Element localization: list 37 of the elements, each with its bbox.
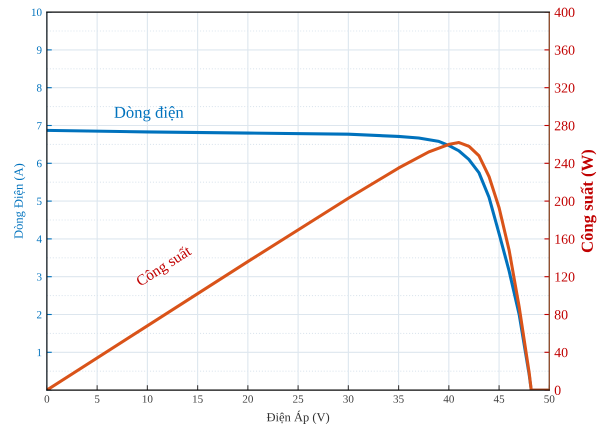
y2-tick-label: 200 xyxy=(554,196,574,206)
x-tick-label: 35 xyxy=(394,395,404,403)
x-tick-label: 50 xyxy=(544,395,554,403)
y-tick-label: 2 xyxy=(36,310,42,318)
y-tick-label: 8 xyxy=(36,84,42,92)
y-axis-title: Dòng Điện (A) xyxy=(14,164,26,239)
x-tick-label: 40 xyxy=(443,395,454,403)
y2-tick-label: 160 xyxy=(555,234,574,244)
x-tick-label: 45 xyxy=(494,395,504,403)
y2-tick-label: 0 xyxy=(554,386,561,396)
y-tick-label: 5 xyxy=(37,198,42,206)
y2-tick-label: 240 xyxy=(554,158,574,168)
x-tick-label: 20 xyxy=(242,395,253,403)
y-tick-label: 3 xyxy=(37,273,42,281)
x-tick-label: 25 xyxy=(293,395,304,403)
x-tick-label: 5 xyxy=(95,395,100,403)
series-label: Dòng điện xyxy=(114,106,184,122)
x-tick-label: 15 xyxy=(193,395,203,403)
y2-tick-label: 360 xyxy=(554,45,574,55)
y-tick-label: 1 xyxy=(37,348,42,356)
y2-tick-label: 320 xyxy=(554,83,574,93)
x-tick-label: 0 xyxy=(44,395,50,403)
y2-tick-label: 80 xyxy=(554,310,568,320)
y-tick-label: 7 xyxy=(37,122,42,130)
y-tick-label: 6 xyxy=(36,160,42,168)
x-tick-label: 10 xyxy=(142,395,153,403)
x-tick-label: 30 xyxy=(343,395,354,403)
y-tick-label: 4 xyxy=(36,235,42,243)
y2-axis-title: Công suất (W) xyxy=(580,150,596,252)
y2-tick-label: 280 xyxy=(554,121,574,130)
y2-tick-label: 40 xyxy=(554,348,568,358)
y-tick-label: 10 xyxy=(32,8,42,16)
y2-tick-label: 120 xyxy=(555,272,574,282)
text: Công suất xyxy=(134,244,194,290)
x-axis-title: Điện Áp (V) xyxy=(266,410,330,424)
y-tick-label: 9 xyxy=(36,46,42,54)
y2-tick-label: 400 xyxy=(554,8,574,18)
